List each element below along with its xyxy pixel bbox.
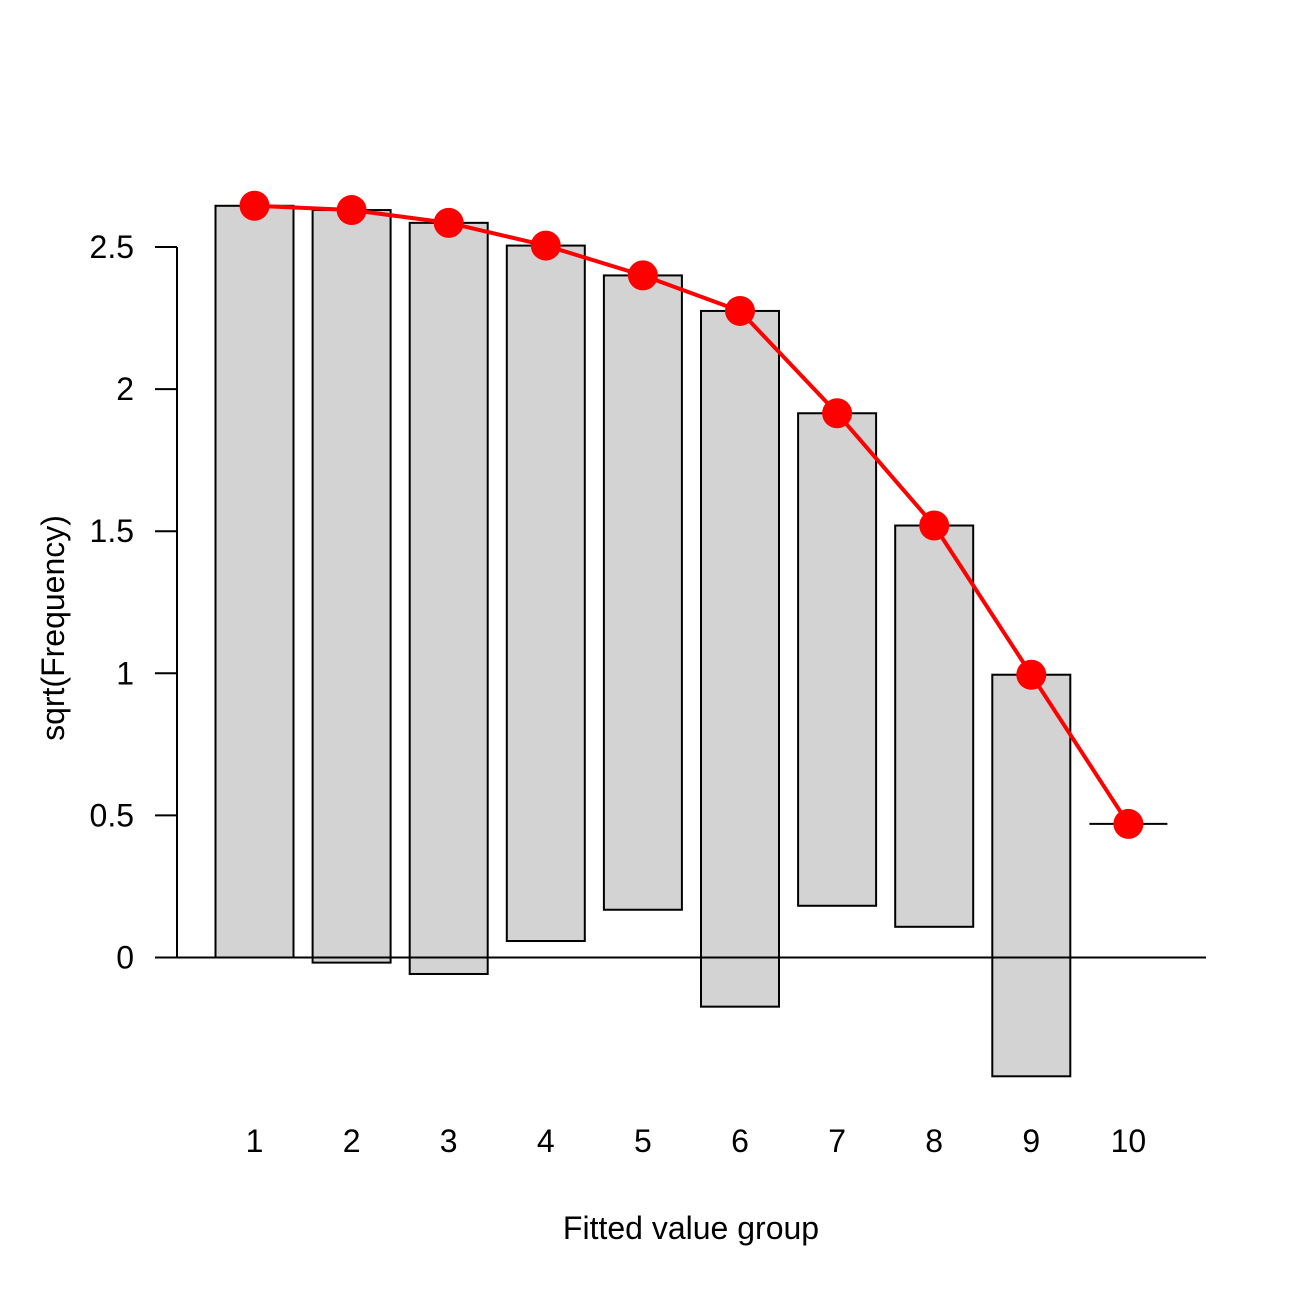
bar-5	[602, 274, 683, 911]
x-tick-label: 4	[537, 1123, 555, 1159]
expected-points-layer	[239, 190, 1144, 839]
x-axis-label: Fitted value group	[563, 1210, 819, 1246]
x-tick-label: 5	[634, 1123, 652, 1159]
x-tick-label: 8	[925, 1123, 943, 1159]
y-tick-label: 0.5	[90, 797, 134, 833]
bar-6	[700, 309, 780, 1008]
expected-point-7	[822, 398, 853, 429]
expected-point-2	[336, 195, 367, 226]
x-tick-label: 10	[1111, 1123, 1147, 1159]
bar-7	[797, 412, 878, 907]
x-tick-label: 2	[343, 1123, 361, 1159]
y-tick-label: 1	[116, 655, 134, 691]
y-axis-label: sqrt(Frequency)	[35, 515, 71, 741]
y-tick-label: 2.5	[90, 229, 134, 265]
expected-point-8	[919, 510, 950, 541]
y-tick-label: 0	[116, 940, 134, 976]
bars-layer	[214, 204, 1168, 1078]
expected-point-3	[433, 207, 464, 238]
x-tick-label: 9	[1022, 1123, 1040, 1159]
y-axis: 0 0.5 1 1.5 2 2.5	[90, 229, 178, 976]
y-tick-label: 1.5	[90, 513, 134, 549]
bar-8	[894, 524, 975, 928]
expected-point-10	[1113, 808, 1144, 839]
expected-line	[254, 203, 1131, 826]
x-tick-label: 6	[731, 1123, 749, 1159]
x-tick-label: 3	[440, 1123, 458, 1159]
bar-4	[505, 244, 586, 943]
expected-point-9	[1016, 659, 1047, 690]
bar-9	[991, 673, 1072, 1078]
expected-line-layer	[254, 203, 1131, 826]
x-tick-label: 1	[246, 1123, 264, 1159]
bar-3	[408, 221, 489, 975]
expected-point-4	[530, 230, 561, 261]
expected-point-5	[627, 260, 658, 291]
x-tick-label: 7	[828, 1123, 846, 1159]
expected-point-6	[725, 295, 755, 326]
bar-2	[311, 209, 392, 964]
y-tick-label: 2	[116, 371, 134, 407]
expected-point-1	[239, 190, 270, 221]
bar-1	[214, 204, 295, 959]
x-axis-tick-labels: 1 2 3 4 5 6 7 8 9 10	[246, 1123, 1147, 1159]
